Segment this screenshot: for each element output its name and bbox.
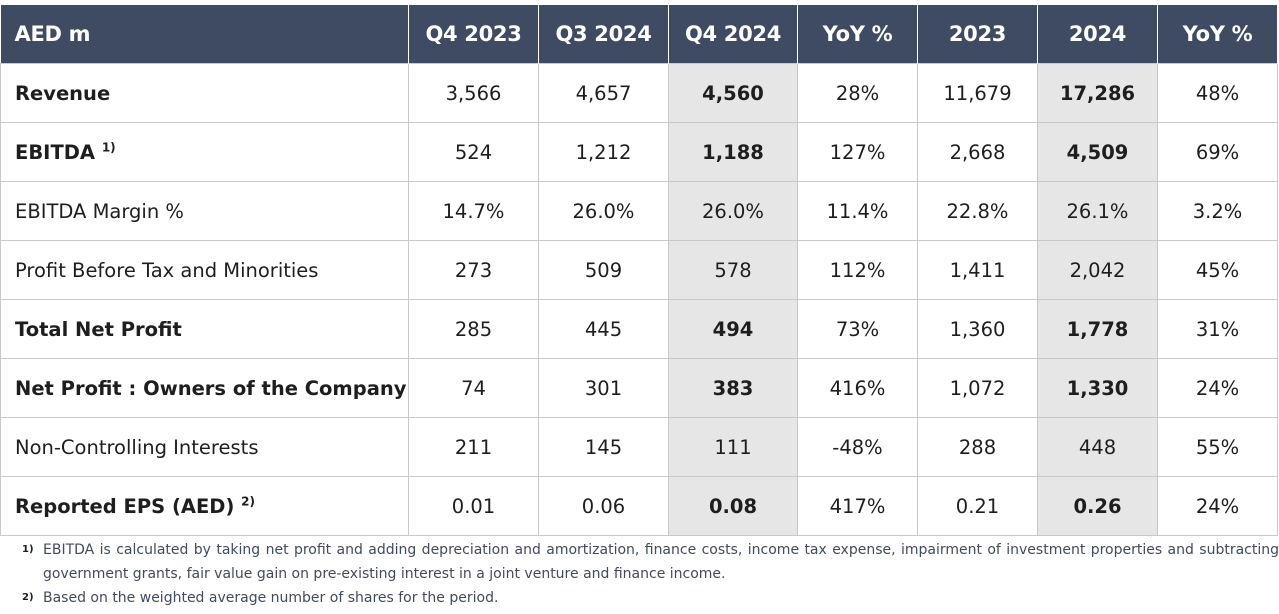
cell-yoy-quarter: 127% bbox=[797, 122, 918, 182]
cell-q4-2023: 14.7% bbox=[408, 181, 539, 241]
table-row-revenue: Revenue 3,566 4,657 4,560 28% 11,679 17,… bbox=[0, 63, 1278, 123]
header-q4-2023: Q4 2023 bbox=[408, 5, 539, 64]
cell-q4-2023: 74 bbox=[408, 358, 539, 418]
header-2023: 2023 bbox=[917, 5, 1038, 64]
cell-yoy-year: 45% bbox=[1157, 240, 1278, 300]
cell-q4-2023: 524 bbox=[408, 122, 539, 182]
cell-yoy-quarter: 73% bbox=[797, 299, 918, 359]
cell-2024: 17,286 bbox=[1037, 63, 1158, 123]
header-q3-2024: Q3 2024 bbox=[538, 5, 669, 64]
cell-q4-2024: 4,560 bbox=[668, 63, 798, 123]
cell-yoy-quarter: -48% bbox=[797, 417, 918, 477]
cell-yoy-quarter: 416% bbox=[797, 358, 918, 418]
row-label: Profit Before Tax and Minorities bbox=[0, 240, 409, 300]
row-label: Net Profit : Owners of the Company bbox=[0, 358, 409, 418]
cell-q4-2024: 494 bbox=[668, 299, 798, 359]
cell-2024: 2,042 bbox=[1037, 240, 1158, 300]
cell-q3-2024: 445 bbox=[538, 299, 669, 359]
cell-2024: 448 bbox=[1037, 417, 1158, 477]
cell-2024: 0.26 bbox=[1037, 476, 1158, 536]
footnotes: 1) EBITDA is calculated by taking net pr… bbox=[0, 538, 1279, 610]
cell-q4-2023: 3,566 bbox=[408, 63, 539, 123]
row-label: Reported EPS (AED) 2) bbox=[0, 476, 409, 536]
cell-q4-2023: 0.01 bbox=[408, 476, 539, 536]
cell-2023: 1,072 bbox=[917, 358, 1038, 418]
cell-yoy-quarter: 112% bbox=[797, 240, 918, 300]
footnote-number: 2) bbox=[22, 592, 34, 603]
cell-q4-2024: 0.08 bbox=[668, 476, 798, 536]
cell-q3-2024: 0.06 bbox=[538, 476, 669, 536]
footnote-text: EBITDA is calculated by taking net profi… bbox=[43, 542, 1279, 582]
cell-2023: 2,668 bbox=[917, 122, 1038, 182]
cell-2024: 1,778 bbox=[1037, 299, 1158, 359]
row-label: EBITDA 1) bbox=[0, 122, 409, 182]
footnote-number: 1) bbox=[22, 544, 34, 555]
cell-q3-2024: 301 bbox=[538, 358, 669, 418]
cell-2024: 1,330 bbox=[1037, 358, 1158, 418]
cell-yoy-year: 24% bbox=[1157, 358, 1278, 418]
row-label: Total Net Profit bbox=[0, 299, 409, 359]
cell-yoy-year: 31% bbox=[1157, 299, 1278, 359]
table-row-profit-before-tax: Profit Before Tax and Minorities 273 509… bbox=[0, 240, 1278, 300]
table-row-reported-eps: Reported EPS (AED) 2) 0.01 0.06 0.08 417… bbox=[0, 476, 1278, 536]
header-yoy-year: YoY % bbox=[1157, 5, 1278, 64]
cell-yoy-quarter: 28% bbox=[797, 63, 918, 123]
table-row-net-profit-owners: Net Profit : Owners of the Company 74 30… bbox=[0, 358, 1278, 418]
cell-q3-2024: 145 bbox=[538, 417, 669, 477]
cell-2023: 11,679 bbox=[917, 63, 1038, 123]
header-q4-2024: Q4 2024 bbox=[668, 5, 798, 64]
table-row-ebitda: EBITDA 1) 524 1,212 1,188 127% 2,668 4,5… bbox=[0, 122, 1278, 182]
footnote-marker: 1) bbox=[101, 140, 116, 154]
table-row-ebitda-margin: EBITDA Margin % 14.7% 26.0% 26.0% 11.4% … bbox=[0, 181, 1278, 241]
footnote-marker: 2) bbox=[241, 494, 256, 508]
footnote-text: Based on the weighted average number of … bbox=[43, 590, 499, 606]
header-2024: 2024 bbox=[1037, 5, 1158, 64]
cell-q4-2024: 383 bbox=[668, 358, 798, 418]
row-label: Revenue bbox=[0, 63, 409, 123]
cell-2023: 1,411 bbox=[917, 240, 1038, 300]
cell-2023: 288 bbox=[917, 417, 1038, 477]
row-label: EBITDA Margin % bbox=[0, 181, 409, 241]
footnote-1: 1) EBITDA is calculated by taking net pr… bbox=[0, 538, 1279, 586]
cell-q3-2024: 4,657 bbox=[538, 63, 669, 123]
cell-yoy-year: 3.2% bbox=[1157, 181, 1278, 241]
cell-q3-2024: 26.0% bbox=[538, 181, 669, 241]
cell-2023: 0.21 bbox=[917, 476, 1038, 536]
cell-yoy-year: 48% bbox=[1157, 63, 1278, 123]
financial-summary-table: AED m Q4 2023 Q3 2024 Q4 2024 YoY % 2023… bbox=[0, 5, 1278, 536]
cell-q3-2024: 1,212 bbox=[538, 122, 669, 182]
header-yoy-quarter: YoY % bbox=[797, 5, 918, 64]
cell-yoy-quarter: 11.4% bbox=[797, 181, 918, 241]
cell-2023: 22.8% bbox=[917, 181, 1038, 241]
row-label: Non-Controlling Interests bbox=[0, 417, 409, 477]
cell-2023: 1,360 bbox=[917, 299, 1038, 359]
table-row-total-net-profit: Total Net Profit 285 445 494 73% 1,360 1… bbox=[0, 299, 1278, 359]
footnote-2: 2) Based on the weighted average number … bbox=[0, 586, 1279, 610]
cell-2024: 26.1% bbox=[1037, 181, 1158, 241]
header-row: AED m Q4 2023 Q3 2024 Q4 2024 YoY % 2023… bbox=[0, 5, 1278, 64]
header-unit: AED m bbox=[0, 5, 409, 64]
cell-q3-2024: 509 bbox=[538, 240, 669, 300]
cell-q4-2024: 578 bbox=[668, 240, 798, 300]
cell-yoy-year: 55% bbox=[1157, 417, 1278, 477]
cell-q4-2023: 285 bbox=[408, 299, 539, 359]
cell-q4-2023: 273 bbox=[408, 240, 539, 300]
cell-2024: 4,509 bbox=[1037, 122, 1158, 182]
cell-yoy-year: 69% bbox=[1157, 122, 1278, 182]
cell-q4-2023: 211 bbox=[408, 417, 539, 477]
cell-yoy-quarter: 417% bbox=[797, 476, 918, 536]
cell-yoy-year: 24% bbox=[1157, 476, 1278, 536]
cell-q4-2024: 1,188 bbox=[668, 122, 798, 182]
table-row-non-controlling: Non-Controlling Interests 211 145 111 -4… bbox=[0, 417, 1278, 477]
cell-q4-2024: 111 bbox=[668, 417, 798, 477]
cell-q4-2024: 26.0% bbox=[668, 181, 798, 241]
